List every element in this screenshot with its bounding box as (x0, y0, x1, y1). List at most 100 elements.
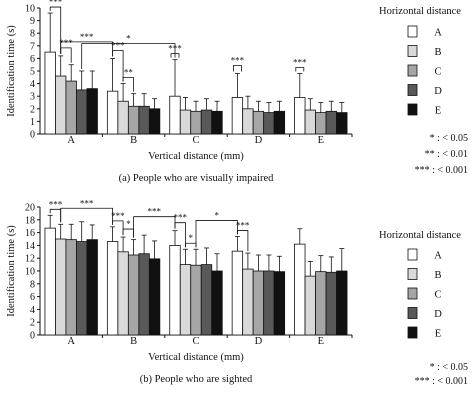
significance-bracket (295, 67, 305, 72)
bar (76, 89, 88, 135)
bar (148, 258, 161, 336)
y-tick-label: 6 (30, 54, 35, 65)
bar (252, 270, 265, 336)
significance-label: *** (49, 199, 63, 209)
bar (242, 268, 254, 336)
y-tick-label: 14 (25, 241, 35, 252)
bar (294, 97, 306, 135)
bar (127, 105, 140, 135)
significance-bracket (60, 47, 72, 63)
bar (211, 110, 223, 135)
legend-label: B (434, 47, 441, 58)
significance-bracket (195, 220, 238, 248)
legend-swatch (407, 25, 418, 38)
bar (44, 51, 56, 135)
bar (127, 254, 140, 336)
bar (86, 239, 98, 336)
legend-swatch (407, 45, 418, 57)
significance-bracket (112, 50, 124, 82)
significance-label: *** (174, 213, 188, 223)
x-tick-label: D (255, 336, 263, 347)
bar (190, 110, 202, 135)
y-tick-label: 8 (30, 29, 35, 40)
y-tick-label: 16 (25, 228, 35, 239)
significance-label: ** (124, 68, 134, 78)
x-axis-label: Vertical distance (mm) (148, 352, 244, 363)
y-tick-label: 2 (30, 318, 35, 329)
y-tick-label: 0 (30, 130, 35, 141)
significance-bracket (237, 230, 249, 252)
bar (231, 250, 244, 336)
y-tick-label: 2 (30, 104, 35, 115)
x-tick-label: E (318, 336, 324, 347)
significance-label: *** (80, 32, 94, 42)
legend-swatch (407, 307, 418, 319)
bar (242, 108, 254, 135)
y-axis-label: Identification time (s) (6, 225, 17, 317)
bar (252, 110, 265, 135)
significance-bracket (60, 41, 113, 57)
bar (55, 75, 67, 135)
legend-label: D (434, 309, 442, 320)
significance-label: *** (111, 211, 125, 221)
bar (190, 264, 202, 336)
bar (148, 108, 161, 135)
legend-swatch (407, 248, 418, 261)
x-tick-label: A (67, 135, 75, 146)
y-tick-label: 20 (25, 203, 35, 214)
significance-label: *** (148, 207, 162, 217)
x-tick-label: B (130, 336, 137, 347)
legend-swatch (407, 326, 418, 339)
bar (106, 241, 119, 336)
bar (304, 109, 316, 135)
significance-bracket (233, 65, 242, 72)
significance-bracket (81, 43, 176, 69)
y-tick-label: 12 (25, 254, 35, 265)
legend-label: B (434, 270, 441, 281)
bar (86, 88, 98, 135)
y-tick-label: 3 (30, 92, 35, 103)
legend-swatch (407, 287, 418, 300)
bar (44, 227, 56, 336)
significance-label: * (214, 210, 219, 220)
legend-label: E (435, 106, 441, 117)
bar (200, 109, 213, 135)
x-tick-label: C (192, 336, 199, 347)
bar (179, 264, 192, 336)
bar (315, 271, 327, 336)
y-tick-label: 1 (30, 117, 35, 128)
bar (169, 244, 181, 336)
legend-swatch (407, 64, 418, 77)
bar (325, 110, 337, 135)
bar (55, 238, 67, 336)
significance-label: *** (231, 56, 245, 66)
significance-bracket (122, 228, 134, 238)
y-tick-label: 0 (30, 331, 35, 342)
significance-label: *** (168, 44, 182, 54)
y-tick-label: 10 (25, 267, 35, 278)
significance-label: *** (80, 198, 94, 208)
significance-bracket (49, 208, 62, 223)
bar (76, 241, 88, 336)
bar (138, 253, 150, 336)
significance-legend-entry: ** : < 0.01 (425, 149, 468, 160)
legend-swatch (407, 103, 418, 116)
y-tick-label: 5 (30, 67, 35, 78)
bar (273, 271, 286, 336)
x-tick-label: C (192, 135, 199, 146)
significance-bracket (185, 242, 197, 248)
significance-label: *** (236, 220, 250, 230)
y-tick-label: 10 (25, 4, 35, 15)
panel-title: (a) People who are visually impaired (119, 173, 275, 184)
significance-bracket (174, 222, 186, 248)
bar (65, 80, 77, 135)
legend-label: A (434, 28, 442, 39)
legend-label: E (435, 329, 441, 340)
significance-bracket (112, 220, 124, 236)
x-tick-label: E (318, 135, 324, 146)
significance-label: * (189, 233, 194, 243)
bar (336, 112, 348, 135)
